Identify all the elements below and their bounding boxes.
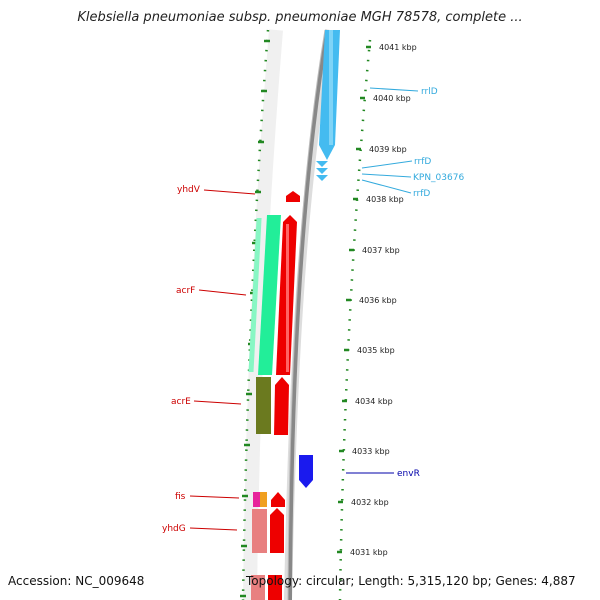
gene-label-rrfD-2[interactable]: rrfD	[413, 189, 430, 199]
bottom-cog-box[interactable]	[251, 575, 265, 600]
kbp-tick-label: 4033 kbp	[352, 447, 390, 456]
gene-label-envR[interactable]: envR	[397, 469, 420, 479]
gene-label-yhdG[interactable]: yhdG	[162, 524, 186, 534]
fis-cog-box-orange[interactable]	[260, 492, 267, 507]
map-title: Klebsiella pneumoniae subsp. pneumoniae …	[77, 10, 523, 25]
acrE-feature-red[interactable]	[274, 377, 289, 435]
acrE-cog-box[interactable]	[256, 377, 271, 434]
backbone-highlight	[287, 29, 326, 600]
kbp-tick-label: 4037 kbp	[362, 246, 400, 255]
kbp-tick-label: 4032 kbp	[351, 498, 389, 507]
kbp-tick-label: 4036 kbp	[359, 296, 397, 305]
acrF-cog-box[interactable]	[248, 215, 281, 375]
acrF-feature-red[interactable]	[276, 215, 297, 375]
yhdG-feature-red[interactable]	[270, 508, 284, 553]
kpn-03676-feature[interactable]	[316, 168, 328, 174]
fis-feature-red[interactable]	[271, 492, 285, 507]
genome-backbone	[288, 29, 329, 600]
gene-label-fis[interactable]: fis	[175, 492, 186, 502]
left-leader-lines	[189, 189, 256, 531]
gene-label-rrfD-1[interactable]: rrfD	[414, 157, 431, 167]
kbp-tick-labels: 4041 kbp 4040 kbp 4039 kbp 4038 kbp 4037 kbp…	[337, 43, 417, 557]
envR-feature[interactable]	[299, 455, 313, 488]
outer-dotted-ruler	[338, 39, 372, 600]
yhdG-cog-box[interactable]	[252, 509, 267, 553]
gene-label-acrF[interactable]: acrF	[176, 286, 195, 296]
kbp-tick-label: 4031 kbp	[350, 548, 388, 557]
genome-summary-text: Topology: circular; Length: 5,315,120 bp…	[246, 574, 576, 588]
kbp-tick-label: 4041 kbp	[379, 43, 417, 52]
kbp-tick-label: 4040 kbp	[373, 94, 411, 103]
yhdV-feature[interactable]	[286, 191, 300, 202]
kbp-tick-label: 4038 kbp	[366, 195, 404, 204]
inner-ruler-guide	[243, 29, 283, 600]
right-leader-lines	[361, 87, 419, 194]
gene-label-rrlD[interactable]: rrlD	[421, 87, 438, 97]
gene-label-acrE[interactable]: acrE	[171, 397, 191, 407]
rrfD-feature-1[interactable]	[316, 161, 328, 167]
fis-cog-box-pink[interactable]	[253, 492, 260, 507]
rrfD-feature-2[interactable]	[316, 175, 328, 181]
gene-label-yhdV[interactable]: yhdV	[177, 185, 201, 195]
kbp-tick-label: 4039 kbp	[369, 145, 407, 154]
kbp-tick-label: 4034 kbp	[355, 397, 393, 406]
bottom-red-feature[interactable]	[268, 575, 282, 600]
gene-label-kpn-03676[interactable]: KPN_03676	[413, 173, 464, 183]
rrlD-feature[interactable]	[319, 30, 340, 160]
kbp-tick-label: 4035 kbp	[357, 346, 395, 355]
accession-text: Accession: NC_009648	[8, 574, 145, 588]
